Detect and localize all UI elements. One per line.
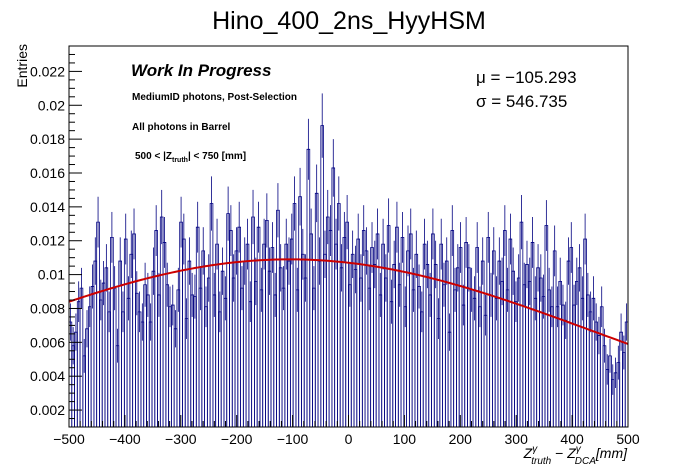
y-tick-label: 0.016 — [30, 165, 65, 181]
x-tick-label: −400 — [109, 431, 141, 447]
y-tick-label: 0.018 — [30, 131, 65, 147]
x-tick-label: 300 — [505, 431, 529, 447]
x-tick-label: −300 — [165, 431, 197, 447]
x-tick-label: 100 — [393, 431, 417, 447]
y-tick-label: 0.002 — [30, 402, 65, 418]
x-tick-label: 400 — [560, 431, 584, 447]
x-tick-label: 0 — [345, 431, 353, 447]
fit-sigma-label: σ = 546.735 — [476, 92, 567, 111]
y-axis: 0.002 0.004 0.006 0.008 0.01 0.012 0.014 0.016 0… — [30, 53, 82, 428]
x-tick-label: −100 — [277, 431, 309, 447]
y-tick-label: 0.006 — [30, 334, 65, 350]
fit-mean-label: μ = −105.293 — [476, 68, 577, 87]
x-tick-label: 200 — [449, 431, 473, 447]
chart-title: Hino_400_2ns_HyyHSM — [212, 7, 486, 35]
x-tick-label: 500 — [616, 431, 640, 447]
work-in-progress-label: Work In Progress — [131, 61, 271, 80]
y-tick-label: 0.02 — [38, 97, 65, 113]
x-axis-title: Zγ truth − Zγ DCA[mm] — [523, 444, 628, 467]
y-tick-label: 0.008 — [30, 300, 65, 316]
y-axis-title: Entries — [14, 44, 30, 88]
x-tick-label: −500 — [53, 431, 85, 447]
region-label: All photons in Barrel — [132, 122, 231, 133]
y-tick-label: 0.014 — [30, 199, 65, 215]
gaussian-fit-curve — [68, 258, 629, 345]
y-tick-label: 0.012 — [30, 233, 65, 249]
y-tick-label: 0.004 — [30, 368, 65, 384]
selection-label: MediumID photons, Post-Selection — [132, 92, 297, 103]
histogram-bins — [68, 93, 629, 427]
x-tick-label: −200 — [221, 431, 253, 447]
y-tick-label: 0.01 — [38, 267, 65, 283]
z-range-label: 500 < |Ztruth| < 750 [mm] — [135, 151, 246, 164]
y-tick-label: 0.022 — [30, 63, 65, 79]
x-axis: −500 −400 −300 −200 −100 0 100 200 300 400 500 — [53, 415, 640, 447]
